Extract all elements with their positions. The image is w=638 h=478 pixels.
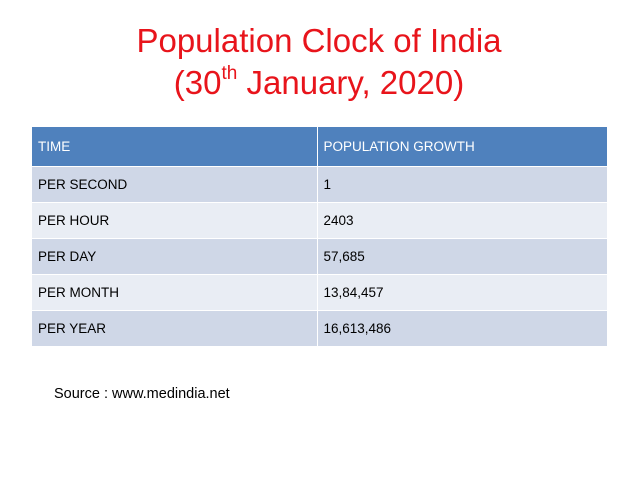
row-time-cell: PER YEAR bbox=[32, 310, 318, 347]
row-growth-cell: 2403 bbox=[317, 202, 608, 239]
row-time-cell: PER MONTH bbox=[32, 274, 318, 311]
row-time-cell: PER DAY bbox=[32, 238, 318, 275]
title-line-1: Population Clock of India bbox=[136, 22, 502, 59]
header-time: TIME bbox=[32, 127, 318, 167]
table-row: PER MONTH 13,84,457 bbox=[32, 274, 608, 311]
table-header-row: TIME POPULATION GROWTH bbox=[32, 127, 608, 167]
population-growth-table: TIME POPULATION GROWTH PER SECOND 1 PER … bbox=[32, 127, 608, 347]
table-row: PER SECOND 1 bbox=[32, 166, 608, 203]
table-row: PER YEAR 16,613,486 bbox=[32, 310, 608, 347]
population-table-container: TIME POPULATION GROWTH PER SECOND 1 PER … bbox=[32, 127, 608, 347]
table-row: PER DAY 57,685 bbox=[32, 238, 608, 275]
row-time-cell: PER HOUR bbox=[32, 202, 318, 239]
row-time-cell: PER SECOND bbox=[32, 166, 318, 203]
slide-title: Population Clock of India (30th January,… bbox=[0, 20, 638, 104]
title-date-superscript: th bbox=[221, 63, 238, 84]
title-date-prefix: (30 bbox=[173, 64, 222, 101]
title-date-suffix: January, 2020) bbox=[237, 64, 465, 101]
source-note: Source : www.medindia.net bbox=[54, 386, 230, 402]
title-line-2: (30th January, 2020) bbox=[0, 62, 638, 104]
row-growth-cell: 13,84,457 bbox=[317, 274, 608, 311]
row-growth-cell: 57,685 bbox=[317, 238, 608, 275]
table-row: PER HOUR 2403 bbox=[32, 202, 608, 239]
row-growth-cell: 1 bbox=[317, 166, 608, 203]
row-growth-cell: 16,613,486 bbox=[317, 310, 608, 347]
header-population-growth: POPULATION GROWTH bbox=[317, 127, 608, 167]
